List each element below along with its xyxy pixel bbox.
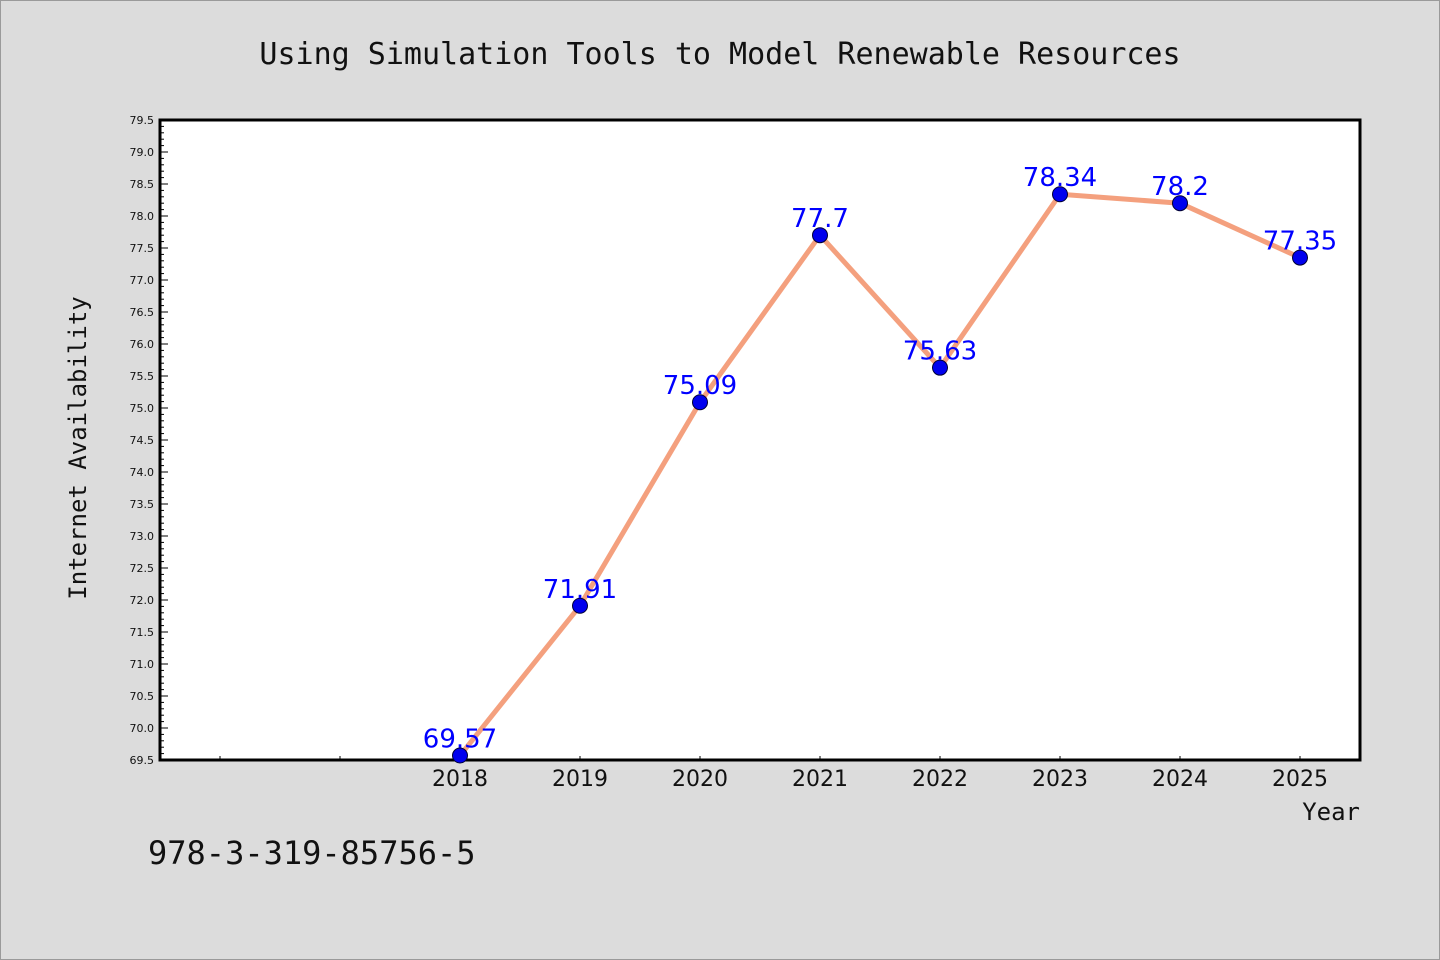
plot-area bbox=[158, 118, 1362, 762]
series-line bbox=[457, 191, 1303, 759]
x-tick-label: 2022 bbox=[912, 767, 968, 792]
x-tick-label: 2018 bbox=[432, 767, 488, 792]
data-label: 71.91 bbox=[543, 575, 617, 605]
x-tick-label: 2019 bbox=[552, 767, 608, 792]
data-label: 75.09 bbox=[663, 371, 737, 401]
y-tick-label: 70.5 bbox=[130, 690, 155, 703]
y-tick-label: 79.0 bbox=[130, 146, 155, 159]
y-tick-label: 71.0 bbox=[130, 658, 155, 671]
y-tick-label: 75.0 bbox=[130, 402, 155, 415]
y-tick-label: 79.5 bbox=[130, 114, 155, 127]
y-tick-label: 70.0 bbox=[130, 722, 155, 735]
data-point bbox=[812, 227, 828, 244]
y-tick-label: 73.5 bbox=[130, 498, 155, 511]
y-tick-label: 74.5 bbox=[130, 434, 155, 447]
data-point bbox=[572, 597, 588, 614]
y-axis-ticks: 69.5 70.0 70.5 71.0 71.5 72.0 72.5 73.0 73.5 74.0… bbox=[130, 114, 168, 767]
data-point bbox=[1292, 249, 1308, 266]
y-tick-label: 77.5 bbox=[130, 242, 155, 255]
data-point bbox=[1052, 186, 1068, 203]
y-tick-label: 78.5 bbox=[130, 178, 155, 191]
data-point bbox=[1172, 195, 1188, 212]
x-tick-label: 2021 bbox=[792, 767, 848, 792]
data-label: 78.2 bbox=[1151, 172, 1209, 202]
data-label: 78.34 bbox=[1023, 163, 1097, 193]
data-label: 69.57 bbox=[423, 725, 497, 755]
x-axis-ticks: 2018 2019 2020 2021 2022 2023 2024 2025 bbox=[219, 756, 1328, 792]
chart-title: Using Simulation Tools to Model Renewabl… bbox=[259, 37, 1180, 72]
data-label: 75.63 bbox=[903, 337, 977, 367]
data-point bbox=[932, 359, 948, 376]
x-axis-label: Year bbox=[1302, 798, 1360, 826]
data-label: 77.7 bbox=[791, 204, 849, 234]
data-point bbox=[452, 747, 468, 764]
y-tick-label: 76.0 bbox=[130, 338, 155, 351]
x-tick-label: 2025 bbox=[1272, 767, 1328, 792]
y-tick-label: 77.0 bbox=[130, 274, 155, 287]
y-tick-label: 78.0 bbox=[130, 210, 155, 223]
y-tick-label: 69.5 bbox=[130, 754, 155, 767]
y-tick-label: 72.5 bbox=[130, 562, 155, 575]
y-axis-label: Internet Availability bbox=[64, 296, 92, 599]
x-tick-label: 2023 bbox=[1032, 767, 1088, 792]
y-tick-label: 73.0 bbox=[130, 530, 155, 543]
series-layer: 69.57 71.91 75.09 77.7 75.63 78.34 78.2 77.35 bbox=[423, 163, 1337, 764]
data-label: 77.35 bbox=[1263, 227, 1337, 257]
y-tick-label: 75.5 bbox=[130, 370, 155, 383]
x-tick-label: 2024 bbox=[1152, 767, 1208, 792]
x-tick-label: 2020 bbox=[672, 767, 728, 792]
y-tick-label: 71.5 bbox=[130, 626, 155, 639]
y-tick-label: 74.0 bbox=[130, 466, 155, 479]
y-tick-label: 72.0 bbox=[130, 594, 155, 607]
y-tick-label: 76.5 bbox=[130, 306, 155, 319]
data-point bbox=[692, 394, 708, 411]
isbn-footer: 978-3-319-85756-5 bbox=[148, 834, 476, 872]
